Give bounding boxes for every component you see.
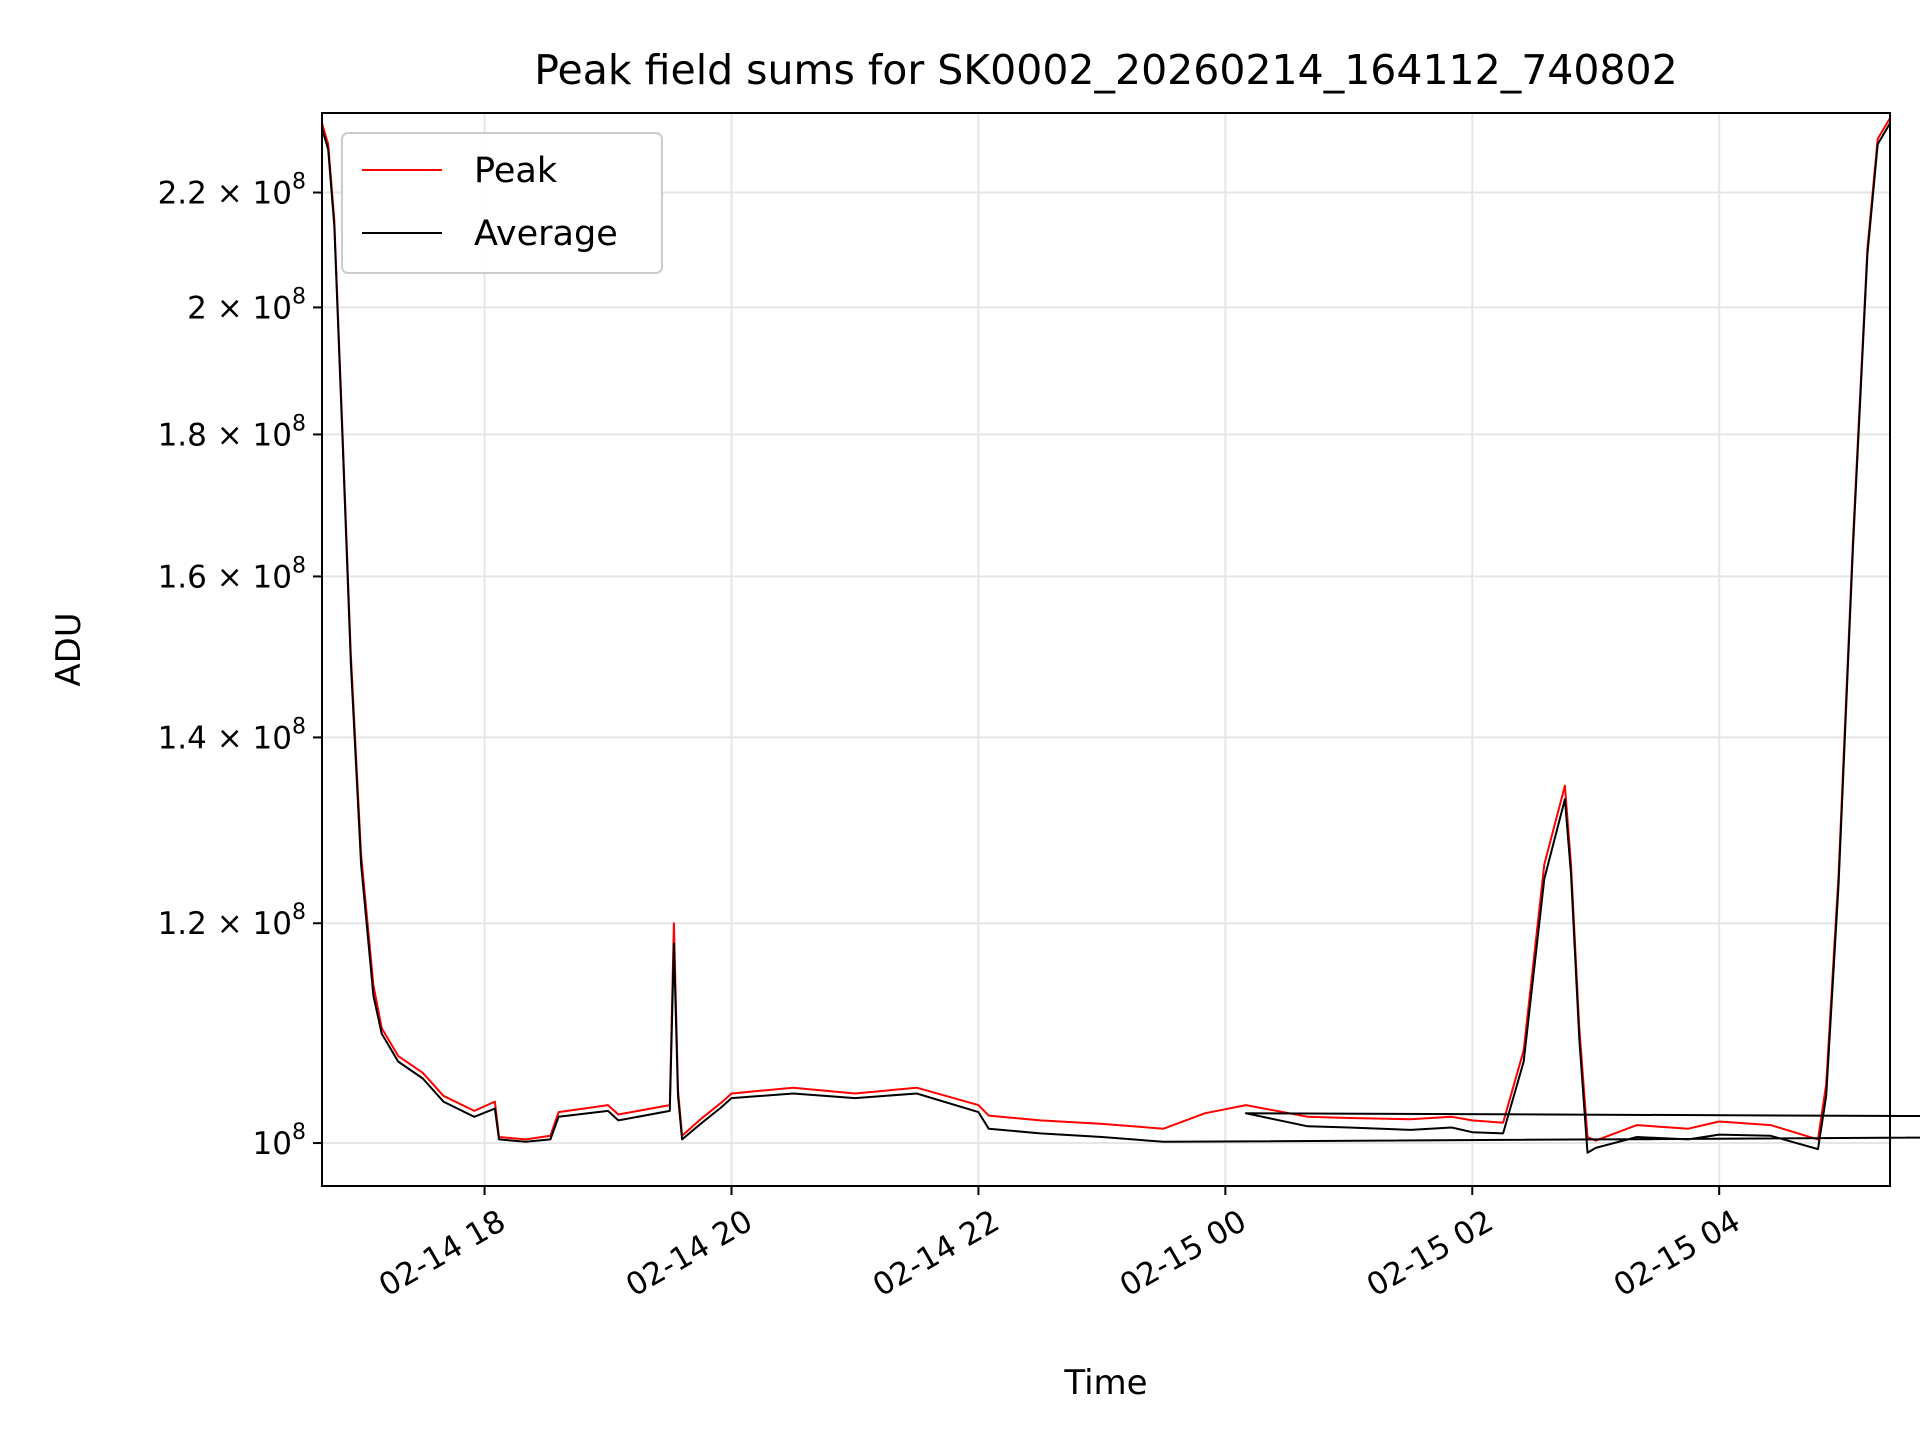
y-tick-label: 108 — [253, 1120, 306, 1162]
y-tick-exponent: 8 — [292, 1120, 306, 1145]
y-tick-label: 1.8 × 108 — [158, 411, 306, 453]
legend: Peak Average — [341, 132, 663, 274]
y-tick-label: 1.4 × 108 — [158, 714, 306, 756]
x-axis-label: Time — [1063, 1363, 1147, 1403]
legend-box — [341, 132, 663, 274]
y-tick-exponent: 8 — [292, 900, 306, 925]
y-tick-exponent: 8 — [292, 284, 306, 309]
y-axis-label: ADU — [49, 612, 89, 686]
y-tick-base: 2 × 10 — [187, 290, 292, 326]
y-tick-label: 2.2 × 108 — [158, 170, 306, 212]
y-tick-base: 1.6 × 10 — [158, 559, 292, 595]
y-tick-base: 2.2 × 10 — [158, 176, 292, 212]
plot-series — [321, 117, 1920, 1154]
legend-label-peak: Peak — [474, 151, 558, 191]
y-tick-base: 1.2 × 10 — [158, 906, 292, 942]
grid-lines — [322, 113, 1890, 1186]
y-tick-base: 10 — [253, 1126, 292, 1162]
y-tick-label: 1.2 × 108 — [158, 900, 306, 942]
y-tick-exponent: 8 — [292, 553, 306, 578]
y-tick-base: 1.4 × 10 — [158, 720, 292, 756]
y-tick-label: 2 × 108 — [187, 284, 306, 326]
chart-title: Peak field sums for SK0002_20260214_1641… — [534, 46, 1677, 94]
y-tick-label: 1.6 × 108 — [158, 553, 306, 595]
y-tick-exponent: 8 — [292, 411, 306, 436]
series-line-peak — [321, 117, 1891, 1142]
legend-label-average: Average — [474, 214, 618, 254]
y-tick-base: 1.8 × 10 — [158, 417, 292, 453]
y-tick-exponent: 8 — [292, 714, 306, 739]
y-tick-exponent: 8 — [292, 170, 306, 195]
series-line-average — [321, 122, 1920, 1154]
plot-frame — [321, 112, 1891, 1187]
